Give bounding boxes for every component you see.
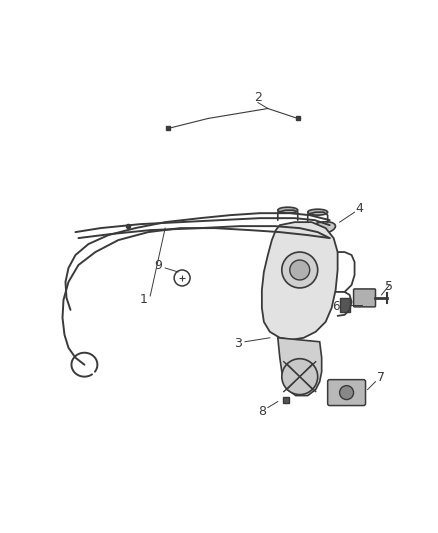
Polygon shape <box>339 298 350 312</box>
FancyBboxPatch shape <box>353 289 375 307</box>
Ellipse shape <box>308 222 336 235</box>
Ellipse shape <box>308 209 328 215</box>
Polygon shape <box>278 338 321 395</box>
Text: 8: 8 <box>258 405 266 418</box>
FancyBboxPatch shape <box>328 379 366 406</box>
Text: 9: 9 <box>154 259 162 271</box>
Text: 6: 6 <box>332 301 339 313</box>
Circle shape <box>282 359 318 394</box>
Polygon shape <box>262 222 338 340</box>
Text: 1: 1 <box>139 293 147 306</box>
Text: 3: 3 <box>234 337 242 350</box>
Circle shape <box>339 385 353 400</box>
Text: 7: 7 <box>378 371 385 384</box>
Ellipse shape <box>278 207 298 213</box>
Text: 5: 5 <box>385 280 393 294</box>
Text: 2: 2 <box>254 91 262 104</box>
Circle shape <box>290 260 310 280</box>
Text: 4: 4 <box>356 201 364 215</box>
Circle shape <box>282 252 318 288</box>
